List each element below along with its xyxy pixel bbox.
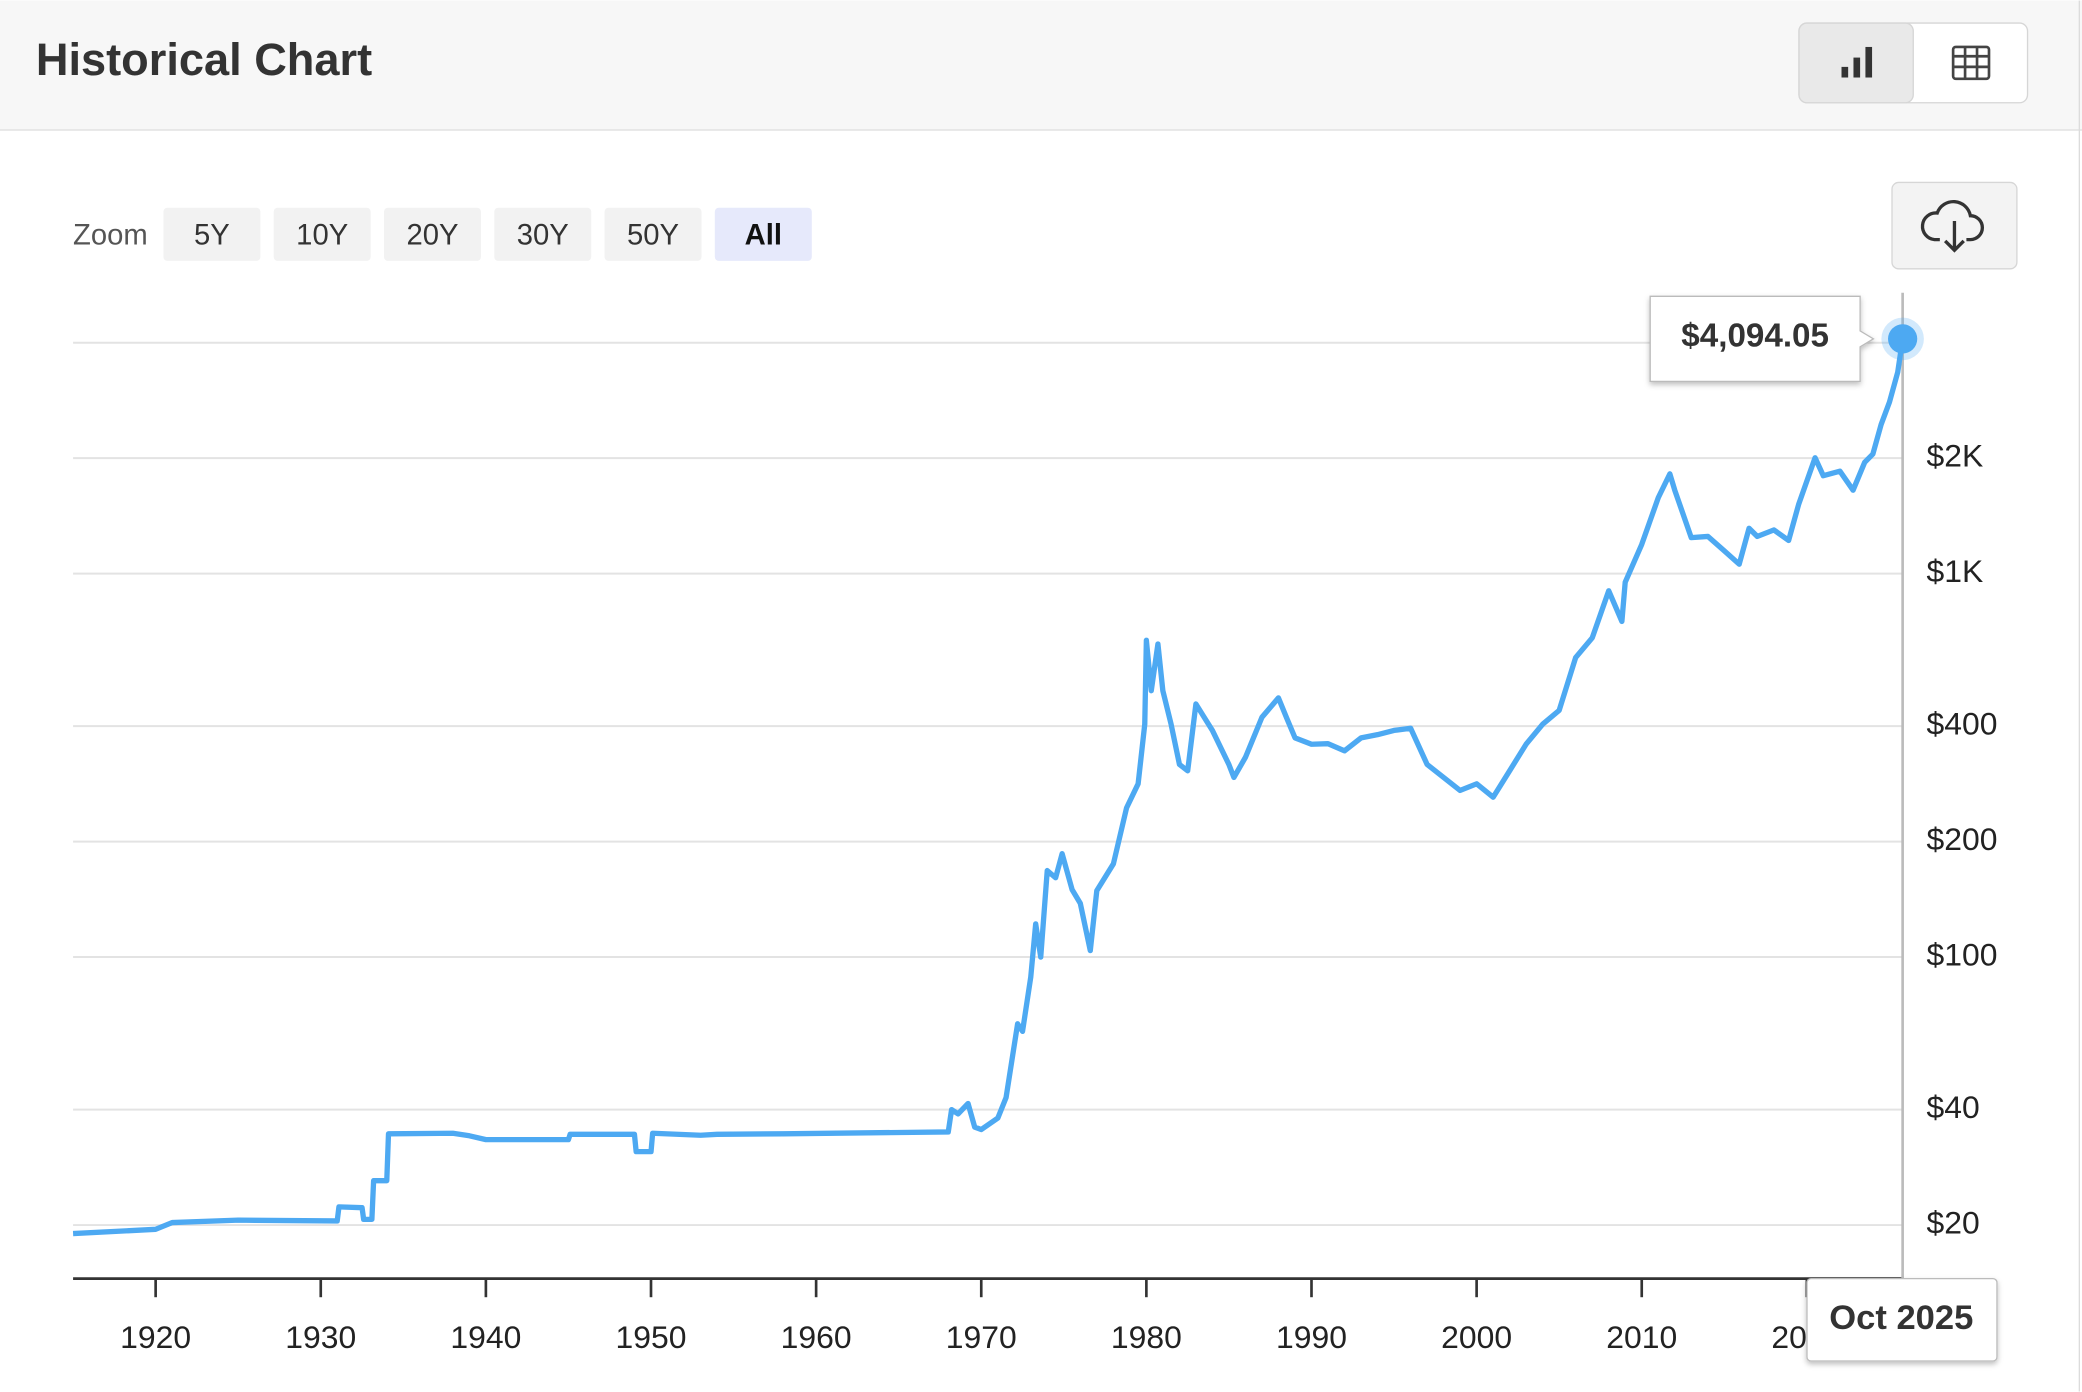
zoom-button[interactable] [604, 207, 702, 261]
crosshair-label: Oct 2025 [1829, 1299, 1973, 1337]
last-point [1888, 324, 1918, 354]
zoom-option: 50Y [627, 220, 679, 252]
y-tick-label: $200 [1927, 821, 1998, 857]
zoom-option: 20Y [406, 220, 458, 252]
icon [1853, 57, 1861, 78]
x-tick-label: 1980 [1111, 1319, 1182, 1355]
zoom-option: All [745, 220, 782, 252]
crosshair-label-box [1806, 1277, 1998, 1362]
x-tick-label: 1960 [781, 1319, 852, 1355]
zoom-bar: Zoom 5Y 10Y 20Y 30Y 50Y All [73, 207, 812, 261]
y-tick-label: $2K [1927, 438, 1984, 474]
x-tick-label: 1930 [285, 1319, 356, 1355]
zoom-button[interactable] [383, 207, 481, 261]
table-view-button[interactable] [1951, 45, 1991, 81]
y-tick-label: $100 [1927, 936, 1998, 972]
zoom-button[interactable] [714, 207, 812, 261]
x-tick-label: 1970 [946, 1319, 1017, 1355]
zoom-label: Zoom [73, 220, 148, 252]
view-toggle [1798, 22, 2029, 104]
price-line [72, 338, 1906, 1237]
x-tick-label: 2010 [1606, 1319, 1677, 1355]
zoom-option: 10Y [296, 220, 348, 252]
zoom-button[interactable] [494, 207, 592, 261]
icon [1865, 46, 1873, 78]
header-title: Historical Chart [36, 34, 372, 85]
tooltip-box [1649, 295, 1875, 383]
x-tick-label: 1990 [1276, 1319, 1347, 1355]
icon [1841, 66, 1849, 78]
y-tick-label: $400 [1927, 706, 1998, 742]
zoom-button[interactable] [273, 207, 371, 261]
x-tick-label: 1920 [120, 1319, 191, 1355]
y-tick-label: $1K [1927, 553, 1984, 589]
zoom-button[interactable] [163, 207, 261, 261]
tooltip-value: $4,094.05 [1681, 317, 1829, 354]
download-button[interactable] [1891, 181, 2018, 270]
zoom-option: 5Y [194, 220, 230, 252]
x-tick-label: 2000 [1441, 1319, 1512, 1355]
x-tick-label: 1940 [450, 1319, 521, 1355]
y-tick-label: $20 [1927, 1204, 1980, 1240]
header-bar [0, 0, 2082, 130]
y-tick-label: $40 [1927, 1089, 1980, 1125]
x-tick-label: 1950 [616, 1319, 687, 1355]
zoom-option: 30Y [517, 220, 569, 252]
